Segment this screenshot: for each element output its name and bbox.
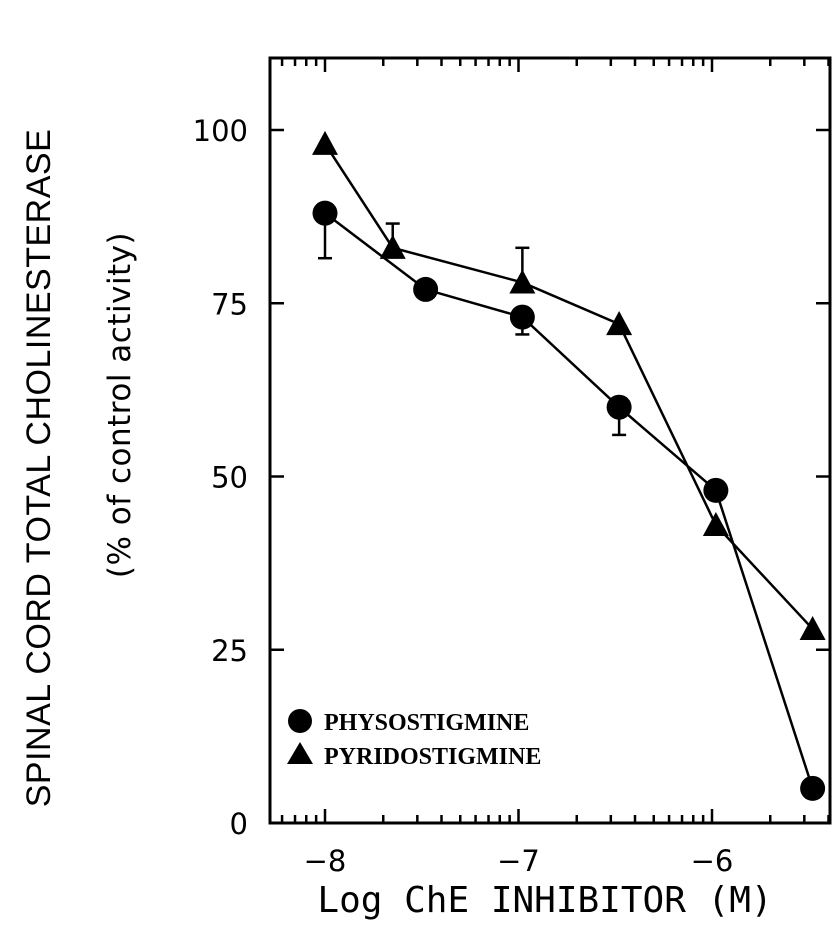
data-point-triangle <box>799 615 826 641</box>
legend-item-pyridostigmine: PYRIDOSTIGMINE <box>287 742 541 770</box>
x-axis-label: Log ChE INHIBITOR (M) <box>317 880 772 921</box>
data-point-triangle <box>606 311 633 336</box>
x-tick-label: −6 <box>691 844 734 878</box>
legend-item-physostigmine: PHYSOSTIGMINE <box>288 709 529 736</box>
legend: PHYSOSTIGMINE PYRIDOSTIGMINE <box>287 709 541 770</box>
data-point-circle <box>509 304 535 330</box>
series-physostigmine <box>312 200 826 801</box>
plot-frame <box>268 56 832 825</box>
series-line <box>323 143 814 630</box>
legend-label-physostigmine: PHYSOSTIGMINE <box>324 710 529 736</box>
series-layer <box>312 130 826 801</box>
x-ticks: −8 −7 −6 <box>280 58 830 878</box>
x-tick-label: −7 <box>497 844 540 878</box>
data-point-circle <box>413 276 439 302</box>
y-tick-label: 100 <box>193 114 248 148</box>
data-point-triangle <box>702 512 729 537</box>
data-point-circle <box>606 394 632 420</box>
data-point-circle <box>800 775 826 801</box>
data-point-circle <box>312 200 338 226</box>
x-tick-label: −8 <box>304 844 347 878</box>
y-tick-label: 0 <box>230 807 248 841</box>
data-point-triangle <box>379 234 406 259</box>
y-axis-label: SPINAL CORD TOTAL CHOLINESTERASE <box>20 129 58 808</box>
data-point-circle <box>703 477 729 503</box>
y-axis-sublabel: (% of control activity) <box>102 232 138 578</box>
series-pyridostigmine <box>312 130 826 641</box>
legend-triangle-marker <box>287 742 313 764</box>
data-point-triangle <box>509 269 536 294</box>
data-point-triangle <box>312 130 338 155</box>
y-ticks: 0 25 50 75 100 <box>193 114 830 841</box>
legend-circle-marker <box>288 709 312 733</box>
y-tick-label: 25 <box>211 634 248 668</box>
y-tick-label: 50 <box>211 461 248 495</box>
y-tick-label: 75 <box>211 287 248 321</box>
series-line <box>324 212 814 789</box>
legend-label-pyridostigmine: PYRIDOSTIGMINE <box>324 744 541 770</box>
